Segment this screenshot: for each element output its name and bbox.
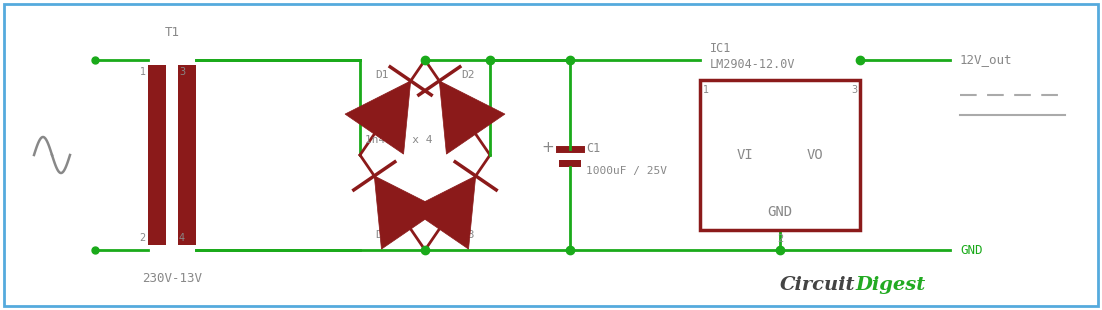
Polygon shape <box>345 81 411 154</box>
Polygon shape <box>410 176 476 249</box>
Text: LM2904-12.0V: LM2904-12.0V <box>710 59 796 72</box>
Bar <box>559 160 581 167</box>
Bar <box>179 65 196 245</box>
Text: D2: D2 <box>462 70 475 80</box>
Polygon shape <box>375 176 440 249</box>
Text: Circuit: Circuit <box>779 276 855 294</box>
Text: 4: 4 <box>179 233 185 243</box>
Text: 1n4007 x 4: 1n4007 x 4 <box>365 135 432 145</box>
Text: +: + <box>541 140 554 154</box>
Text: IC1: IC1 <box>710 42 732 55</box>
Text: GND: GND <box>960 243 983 256</box>
Text: VO: VO <box>807 148 823 162</box>
Bar <box>700 80 860 230</box>
Text: 3: 3 <box>851 85 857 95</box>
Text: GND: GND <box>767 205 792 219</box>
Text: Digest: Digest <box>855 276 926 294</box>
Text: 12V_out: 12V_out <box>960 54 1013 67</box>
Text: 2: 2 <box>140 233 145 243</box>
Text: T1: T1 <box>164 25 180 38</box>
Text: 1: 1 <box>703 85 709 95</box>
Text: 230V-13V: 230V-13V <box>142 272 202 285</box>
Text: 1: 1 <box>140 67 145 77</box>
Polygon shape <box>440 81 505 154</box>
Text: D4: D4 <box>375 230 389 240</box>
Text: C1: C1 <box>586 143 601 156</box>
Text: 3: 3 <box>179 67 185 77</box>
Text: VI: VI <box>736 148 753 162</box>
Text: D1: D1 <box>375 70 389 80</box>
Text: 2: 2 <box>777 234 784 244</box>
Bar <box>148 65 166 245</box>
Text: D3: D3 <box>462 230 475 240</box>
Text: 1000uF / 25V: 1000uF / 25V <box>586 166 667 176</box>
